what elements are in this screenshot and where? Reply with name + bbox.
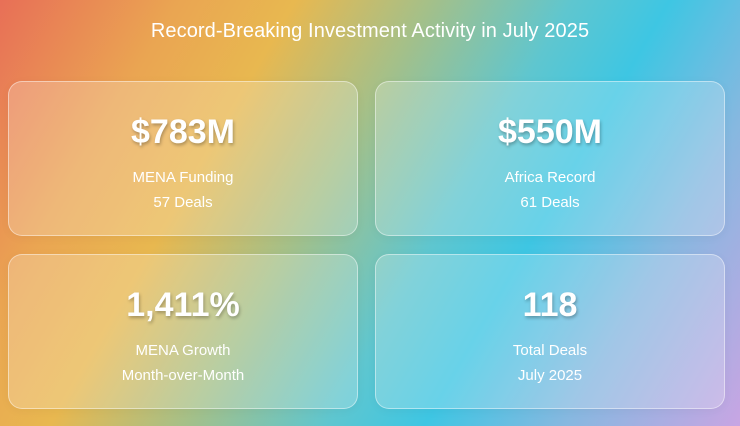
stat-card-total-deals: 118 Total Deals July 2025 bbox=[375, 254, 725, 409]
stat-card-mena-funding: $783M MENA Funding 57 Deals bbox=[8, 81, 358, 236]
stat-label: Africa Record bbox=[504, 169, 596, 186]
stat-value: 1,411% bbox=[126, 286, 240, 324]
stat-sublabel: July 2025 bbox=[517, 367, 583, 384]
stat-sublabel: Month-over-Month bbox=[121, 367, 245, 384]
stat-value: 118 bbox=[522, 286, 578, 324]
stat-sublabel: 57 Deals bbox=[153, 194, 213, 211]
stat-label: MENA Funding bbox=[132, 169, 234, 186]
page-title: Record-Breaking Investment Activity in J… bbox=[150, 20, 590, 42]
stat-sublabel: 61 Deals bbox=[520, 194, 580, 211]
stat-label: MENA Growth bbox=[135, 342, 231, 359]
stat-label: Total Deals bbox=[512, 342, 588, 359]
stat-card-africa-record: $550M Africa Record 61 Deals bbox=[375, 81, 725, 236]
stat-value: $550M bbox=[498, 113, 602, 151]
stat-card-mena-growth: 1,411% MENA Growth Month-over-Month bbox=[8, 254, 358, 409]
stat-value: $783M bbox=[131, 113, 235, 151]
